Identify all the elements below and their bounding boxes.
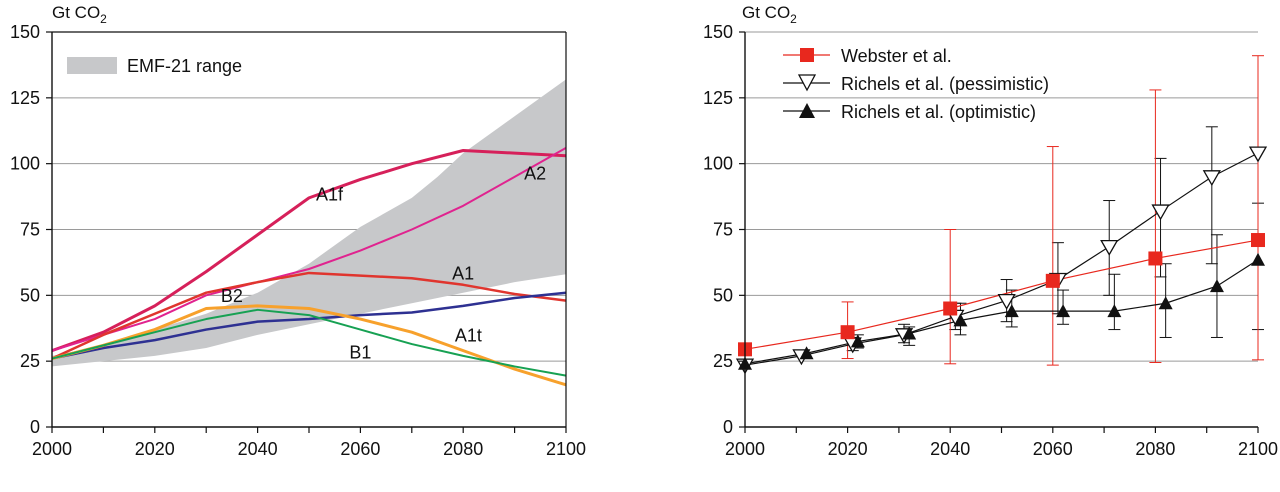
marker-webster-et-al bbox=[943, 301, 958, 316]
x-tick-label: 2060 bbox=[1033, 439, 1073, 459]
emf21-range-band bbox=[52, 79, 566, 367]
right-unit-label: Gt CO2 bbox=[742, 3, 797, 26]
left-legend: EMF-21 range bbox=[67, 56, 242, 76]
legend-item-richels-pessimistic: Richels et al. (pessimistic) bbox=[783, 74, 1049, 94]
right-chart: Gt CO2 0 25 50 75 100 125 150 2000 2020 2040 2060… bbox=[703, 3, 1278, 459]
series-line-a2 bbox=[51, 146, 567, 352]
y-tick-label: 75 bbox=[20, 220, 40, 240]
y-tick-label: 125 bbox=[703, 88, 733, 108]
x-tick-label: 2080 bbox=[443, 439, 483, 459]
right-legend: Webster et al. Richels et al. (pessimist… bbox=[783, 46, 1049, 122]
x-tick-label: 2040 bbox=[930, 439, 970, 459]
annotation-a2: A2 bbox=[524, 163, 546, 183]
legend-swatch-emf21 bbox=[67, 57, 117, 74]
right-x-tick-labels: 2000 2020 2040 2060 2080 2100 bbox=[725, 439, 1278, 459]
marker-richels-et-al-optimistic bbox=[902, 326, 917, 340]
series-line-a1f bbox=[51, 149, 567, 353]
annotation-a1t: A1t bbox=[455, 325, 482, 345]
y-tick-label: 0 bbox=[723, 417, 733, 437]
marker-richels-et-al-optimistic bbox=[1209, 279, 1224, 293]
annotation-a1f: A1f bbox=[316, 185, 344, 205]
y-tick-label: 125 bbox=[10, 88, 40, 108]
series-line-a1 bbox=[51, 271, 567, 360]
legend-label-richels-optimistic: Richels et al. (optimistic) bbox=[841, 102, 1036, 122]
marker-richels-et-al-pessimistic bbox=[1248, 146, 1268, 163]
series-line-b1 bbox=[51, 308, 567, 377]
marker-webster-et-al bbox=[1148, 251, 1163, 266]
legend-label-emf21: EMF-21 range bbox=[127, 56, 242, 76]
legend-label-webster: Webster et al. bbox=[841, 46, 952, 66]
x-tick-label: 2020 bbox=[135, 439, 175, 459]
x-tick-label: 2100 bbox=[1238, 439, 1278, 459]
marker-richels-et-al-optimistic bbox=[1107, 304, 1122, 318]
left-y-tick-labels: 0 25 50 75 100 125 150 bbox=[10, 22, 40, 437]
annotation-b1: B1 bbox=[349, 343, 371, 363]
right-axes bbox=[739, 31, 1259, 433]
x-tick-label: 2020 bbox=[828, 439, 868, 459]
marker-richels-et-al-optimistic bbox=[799, 346, 814, 360]
annotation-b2: B2 bbox=[221, 286, 243, 306]
y-tick-label: 50 bbox=[713, 285, 733, 305]
series-line-b2 bbox=[51, 291, 567, 360]
legend-label-richels-pessimistic: Richels et al. (pessimistic) bbox=[841, 74, 1049, 94]
right-series-lines bbox=[744, 152, 1259, 366]
marker-richels-et-al-optimistic bbox=[1004, 304, 1019, 318]
series-line-richels-et-al-optimistic bbox=[744, 259, 1259, 365]
left-axes bbox=[46, 31, 567, 433]
y-tick-label: 75 bbox=[713, 220, 733, 240]
annotation-a1: A1 bbox=[452, 264, 474, 284]
left-series-annotations: A1f A2 A1 B2 A1t B1 bbox=[221, 163, 546, 362]
series-line-richels-et-al-pessimistic bbox=[744, 152, 1259, 366]
marker-richels-et-al-pessimistic bbox=[1202, 170, 1221, 187]
emf21-range-area bbox=[52, 79, 566, 367]
series-line-a1t bbox=[51, 304, 567, 387]
right-series-markers bbox=[735, 146, 1268, 375]
marker-richels-et-al-pessimistic bbox=[1100, 239, 1119, 256]
left-series-lines bbox=[51, 146, 567, 387]
marker-richels-et-al-pessimistic bbox=[1151, 204, 1170, 221]
y-tick-label: 25 bbox=[713, 351, 733, 371]
y-tick-label: 150 bbox=[703, 22, 733, 42]
y-tick-label: 0 bbox=[30, 417, 40, 437]
x-tick-label: 2060 bbox=[340, 439, 380, 459]
left-unit-label: Gt CO2 bbox=[52, 3, 107, 26]
marker-webster-et-al bbox=[1251, 233, 1265, 248]
marker-richels-et-al-pessimistic bbox=[997, 293, 1016, 310]
y-tick-label: 100 bbox=[703, 154, 733, 174]
marker-richels-et-al-optimistic bbox=[953, 313, 968, 327]
legend-item-webster: Webster et al. bbox=[783, 46, 952, 66]
legend-item-richels-optimistic: Richels et al. (optimistic) bbox=[783, 102, 1036, 122]
marker-webster-et-al bbox=[840, 325, 855, 340]
y-tick-label: 100 bbox=[10, 154, 40, 174]
marker-richels-et-al-optimistic bbox=[1056, 304, 1071, 318]
y-tick-label: 150 bbox=[10, 22, 40, 42]
left-chart: Gt CO2 0 25 50 75 100 125 150 2000 2020 2040 2060… bbox=[10, 3, 586, 459]
marker-richels-et-al-optimistic bbox=[850, 334, 865, 348]
x-tick-label: 2000 bbox=[32, 439, 72, 459]
marker-richels-et-al-optimistic bbox=[1158, 296, 1173, 310]
left-x-tick-labels: 2000 2020 2040 2060 2080 2100 bbox=[32, 439, 586, 459]
marker-richels-et-al-optimistic bbox=[1251, 252, 1265, 266]
y-tick-label: 50 bbox=[20, 285, 40, 305]
x-tick-label: 2040 bbox=[238, 439, 278, 459]
x-tick-label: 2080 bbox=[1135, 439, 1175, 459]
x-tick-label: 2100 bbox=[546, 439, 586, 459]
right-y-tick-labels: 0 25 50 75 100 125 150 bbox=[703, 22, 733, 437]
y-tick-label: 25 bbox=[20, 351, 40, 371]
marker-webster-et-al bbox=[1045, 273, 1060, 288]
x-tick-label: 2000 bbox=[725, 439, 765, 459]
